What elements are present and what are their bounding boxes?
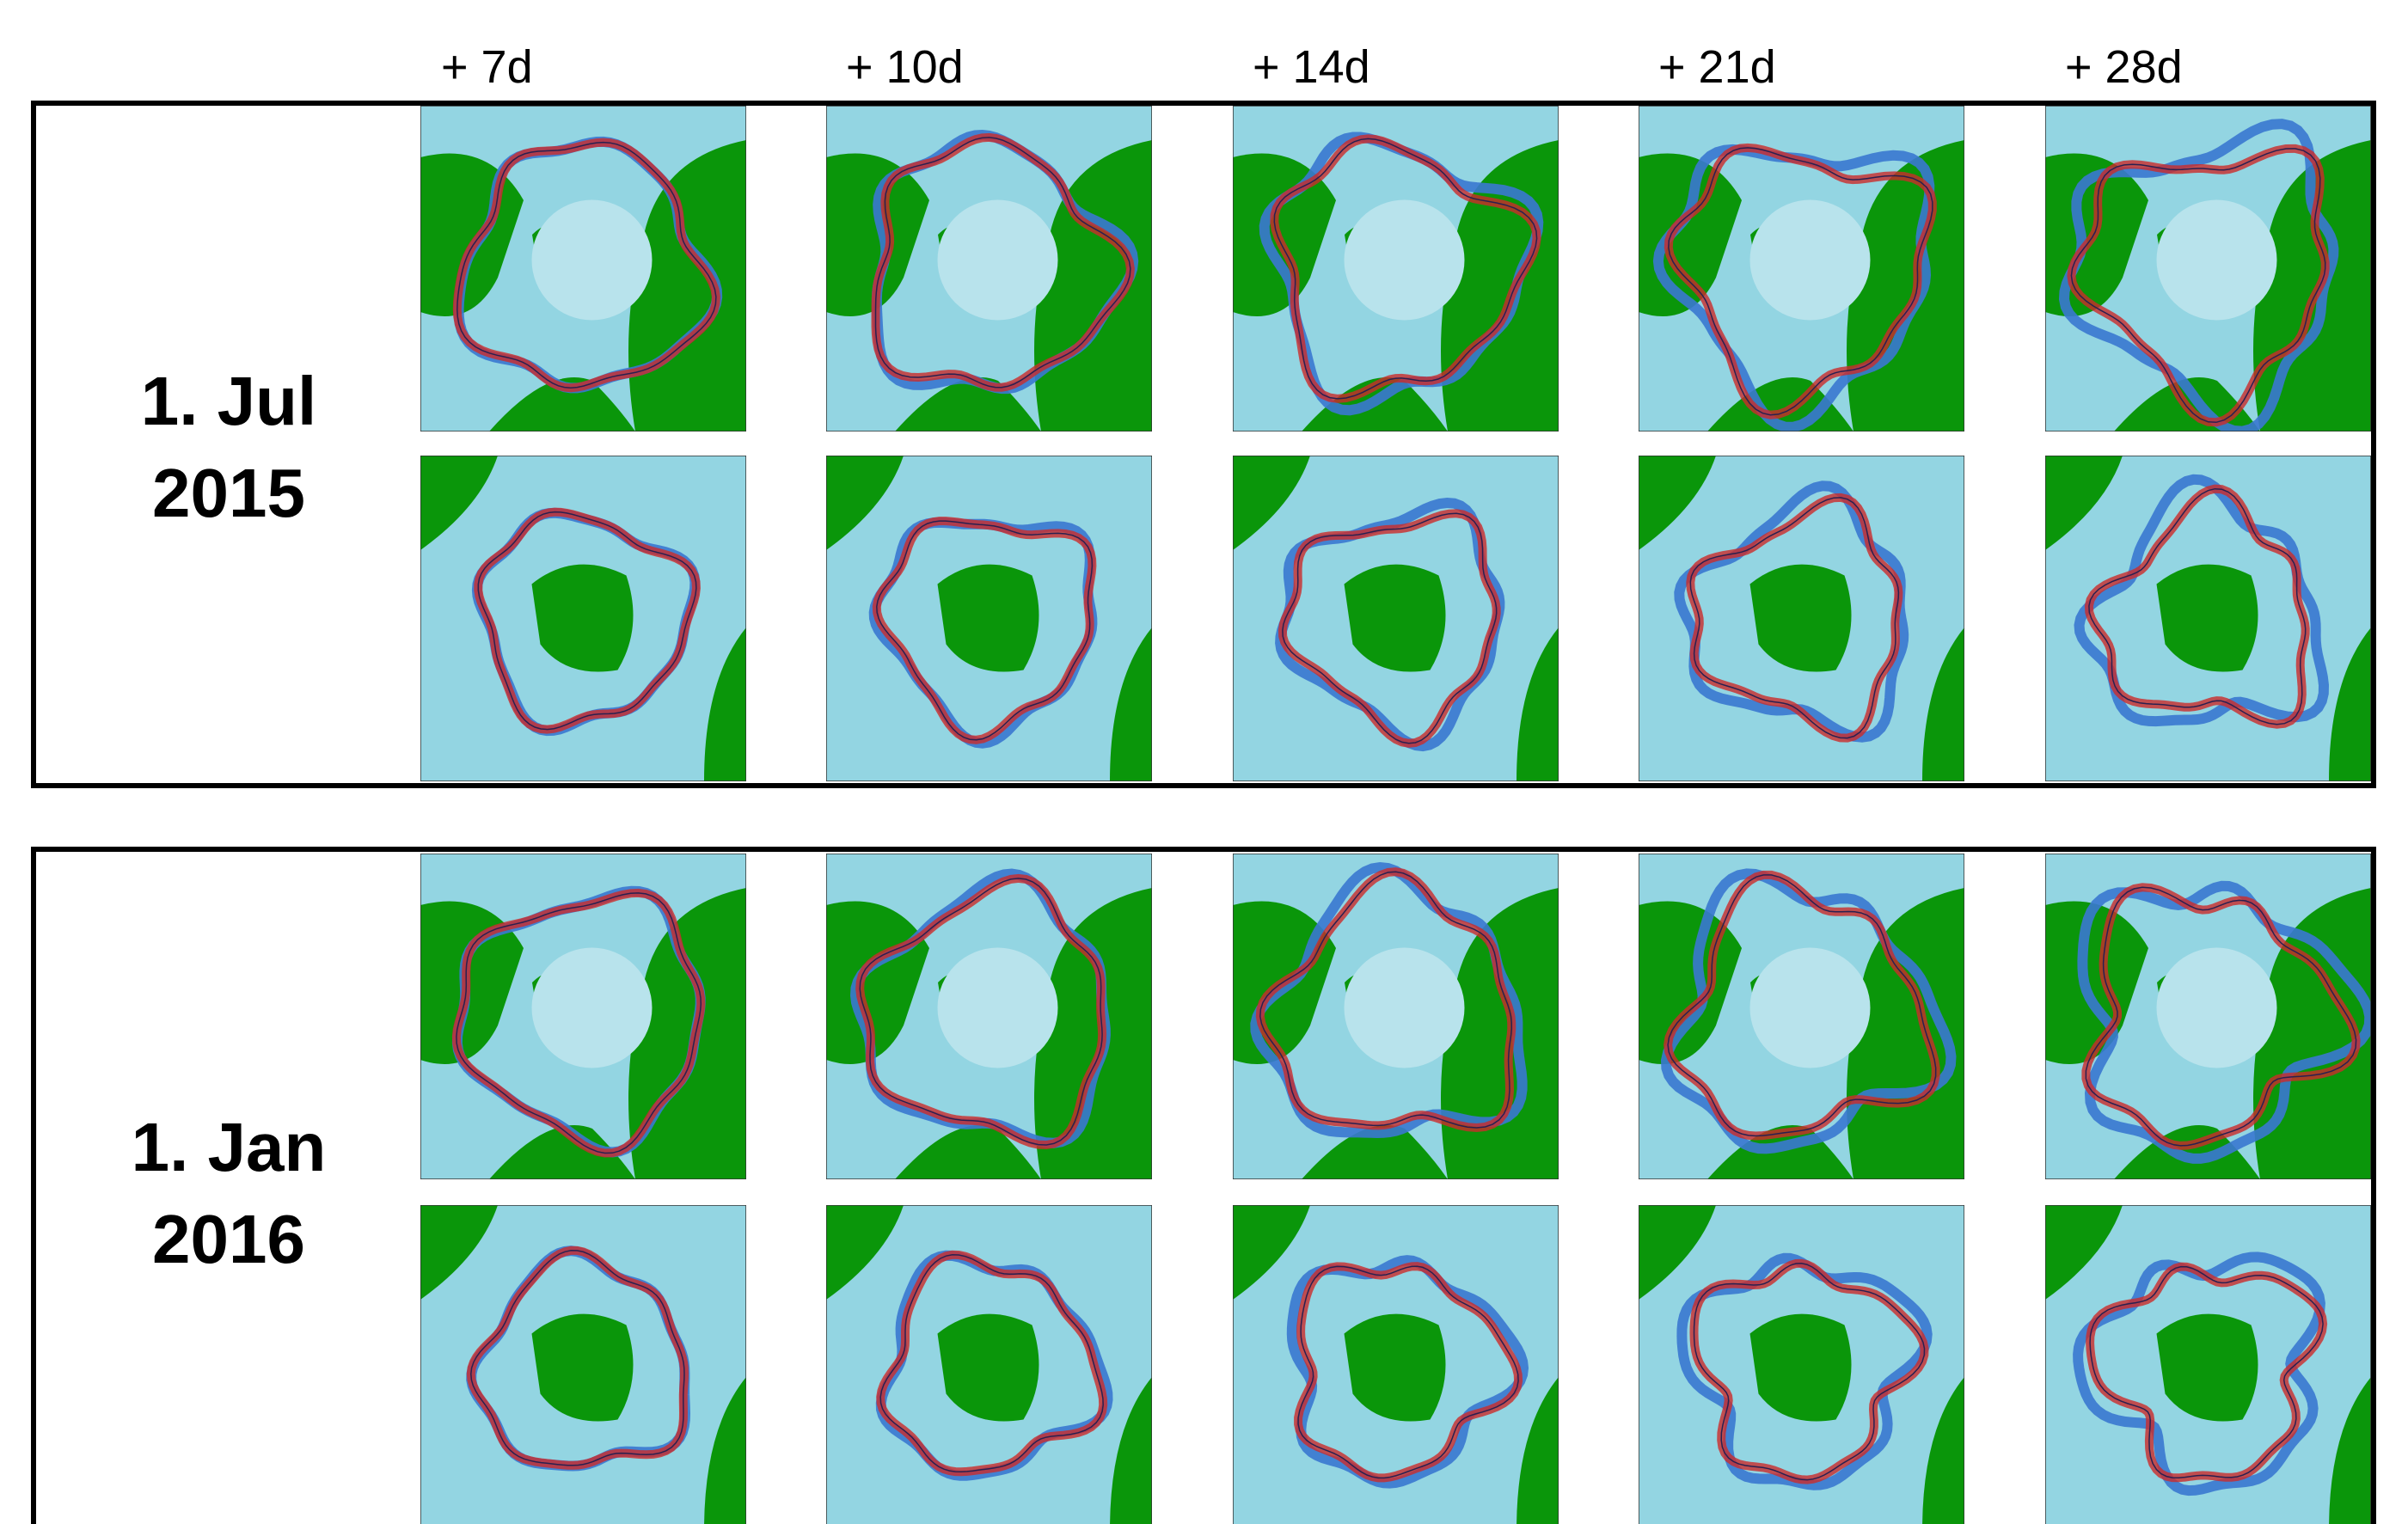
column-header: + 28d bbox=[2065, 41, 2183, 93]
map-panel bbox=[1233, 456, 1559, 781]
map-panel bbox=[1233, 1205, 1559, 1524]
column-header: + 14d bbox=[1253, 41, 1370, 93]
arctic bbox=[2157, 200, 2277, 321]
arctic bbox=[938, 200, 1058, 321]
map-panel bbox=[826, 854, 1152, 1179]
arctic bbox=[1345, 948, 1465, 1068]
panels bbox=[420, 106, 2371, 1524]
column-header: + 21d bbox=[1658, 41, 1776, 93]
figure: + 7d + 10d + 14d + 21d + 28d 1. Jul 2015… bbox=[0, 0, 2408, 1524]
map-panel bbox=[2045, 106, 2371, 431]
arctic bbox=[1750, 200, 1871, 321]
arctic bbox=[532, 948, 653, 1068]
row-label: 1. Jul bbox=[141, 363, 317, 439]
row-label: 2016 bbox=[152, 1201, 305, 1277]
map-panel bbox=[1639, 106, 1964, 431]
map-panel bbox=[420, 456, 746, 781]
arctic bbox=[938, 948, 1058, 1068]
arctic bbox=[1345, 200, 1465, 321]
map-panel bbox=[420, 854, 746, 1179]
page: + 7d + 10d + 14d + 21d + 28d 1. Jul 2015… bbox=[0, 0, 2408, 1524]
map-panel bbox=[1639, 1205, 1964, 1524]
map-panel bbox=[1639, 456, 1964, 781]
arctic bbox=[532, 200, 653, 321]
map-panel bbox=[826, 106, 1152, 431]
column-header: + 10d bbox=[846, 41, 964, 93]
map-panel bbox=[2045, 1205, 2371, 1524]
group-box bbox=[34, 103, 2374, 786]
map-panel bbox=[1233, 854, 1559, 1179]
map-panel bbox=[826, 1205, 1152, 1524]
column-header: + 7d bbox=[441, 41, 533, 93]
map-panel bbox=[2045, 854, 2371, 1179]
map-panel bbox=[420, 1205, 746, 1524]
map-panel bbox=[2045, 456, 2371, 781]
row-label: 1. Jan bbox=[132, 1109, 327, 1185]
arctic bbox=[1750, 948, 1871, 1068]
map-panel bbox=[420, 106, 746, 431]
map-panel bbox=[1639, 854, 1964, 1179]
map-panel bbox=[826, 456, 1152, 781]
group-box bbox=[34, 849, 2374, 1524]
map-panel bbox=[1233, 106, 1559, 431]
row-label: 2015 bbox=[152, 455, 305, 531]
arctic bbox=[2157, 948, 2277, 1068]
